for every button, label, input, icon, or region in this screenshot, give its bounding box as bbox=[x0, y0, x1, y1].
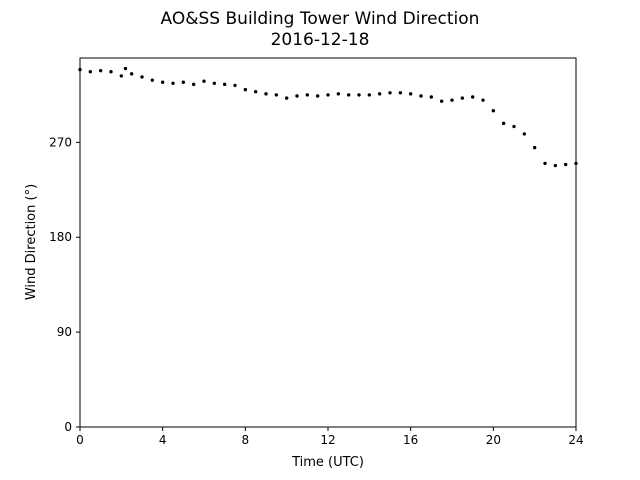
data-point bbox=[129, 72, 134, 76]
data-point bbox=[264, 92, 268, 96]
plot-frame bbox=[79, 57, 577, 428]
data-point bbox=[543, 161, 547, 166]
x-tick-label: 8 bbox=[242, 433, 250, 447]
y-axis-label: Wind Direction (°) bbox=[24, 184, 39, 300]
data-point bbox=[109, 70, 113, 74]
data-point bbox=[346, 93, 351, 97]
data-point bbox=[460, 96, 465, 100]
data-point bbox=[119, 74, 124, 78]
data-point bbox=[253, 90, 258, 94]
data-point bbox=[305, 93, 310, 97]
data-point bbox=[98, 68, 103, 73]
x-tick-label: 4 bbox=[159, 433, 167, 447]
data-point bbox=[408, 92, 413, 96]
data-point bbox=[295, 94, 299, 98]
data-point bbox=[512, 124, 516, 129]
data-point bbox=[274, 93, 279, 97]
data-points bbox=[78, 66, 578, 168]
data-point bbox=[243, 87, 248, 92]
data-point bbox=[336, 92, 341, 96]
data-point bbox=[171, 81, 175, 86]
chart-subtitle: 2016-12-18 bbox=[271, 30, 370, 50]
data-point bbox=[367, 93, 372, 97]
data-point bbox=[419, 94, 423, 98]
x-tick-label: 20 bbox=[486, 433, 501, 447]
x-tick-label: 24 bbox=[568, 433, 583, 447]
data-point bbox=[532, 145, 537, 150]
data-point bbox=[123, 66, 128, 71]
data-point bbox=[222, 82, 227, 87]
x-axis-label: Time (UTC) bbox=[291, 455, 364, 470]
data-point bbox=[140, 75, 144, 79]
data-point bbox=[481, 98, 485, 102]
data-point bbox=[233, 83, 237, 88]
chart-title: AO&SS Building Tower Wind Direction bbox=[161, 9, 480, 29]
y-tick-label: 0 bbox=[64, 420, 72, 434]
data-point bbox=[160, 80, 165, 84]
data-point bbox=[202, 79, 206, 83]
data-point bbox=[388, 91, 392, 95]
data-point bbox=[553, 163, 558, 168]
data-point bbox=[357, 93, 361, 97]
data-point bbox=[150, 78, 155, 82]
x-tick-label: 0 bbox=[76, 433, 84, 447]
data-point bbox=[398, 91, 403, 95]
y-axis-ticks: 0 90 180 270 bbox=[49, 135, 80, 434]
y-tick-label: 180 bbox=[49, 230, 72, 244]
data-point bbox=[522, 132, 527, 136]
data-point bbox=[181, 80, 186, 84]
data-point bbox=[491, 109, 496, 113]
y-tick-label: 90 bbox=[57, 325, 72, 339]
data-point bbox=[501, 121, 506, 126]
data-point bbox=[284, 96, 289, 100]
data-point bbox=[470, 95, 475, 99]
data-point bbox=[191, 82, 196, 87]
data-point bbox=[563, 162, 568, 167]
x-tick-label: 16 bbox=[403, 433, 418, 447]
data-point bbox=[429, 95, 434, 99]
data-point bbox=[377, 92, 382, 96]
y-tick-label: 270 bbox=[49, 135, 72, 149]
x-tick-label: 12 bbox=[320, 433, 335, 447]
data-point bbox=[212, 81, 217, 86]
data-point bbox=[450, 98, 454, 102]
data-point bbox=[326, 93, 330, 97]
data-point bbox=[439, 99, 444, 103]
data-point bbox=[315, 94, 320, 98]
data-point bbox=[88, 70, 93, 74]
x-axis-ticks: 0 4 8 12 16 20 24 bbox=[76, 427, 584, 447]
